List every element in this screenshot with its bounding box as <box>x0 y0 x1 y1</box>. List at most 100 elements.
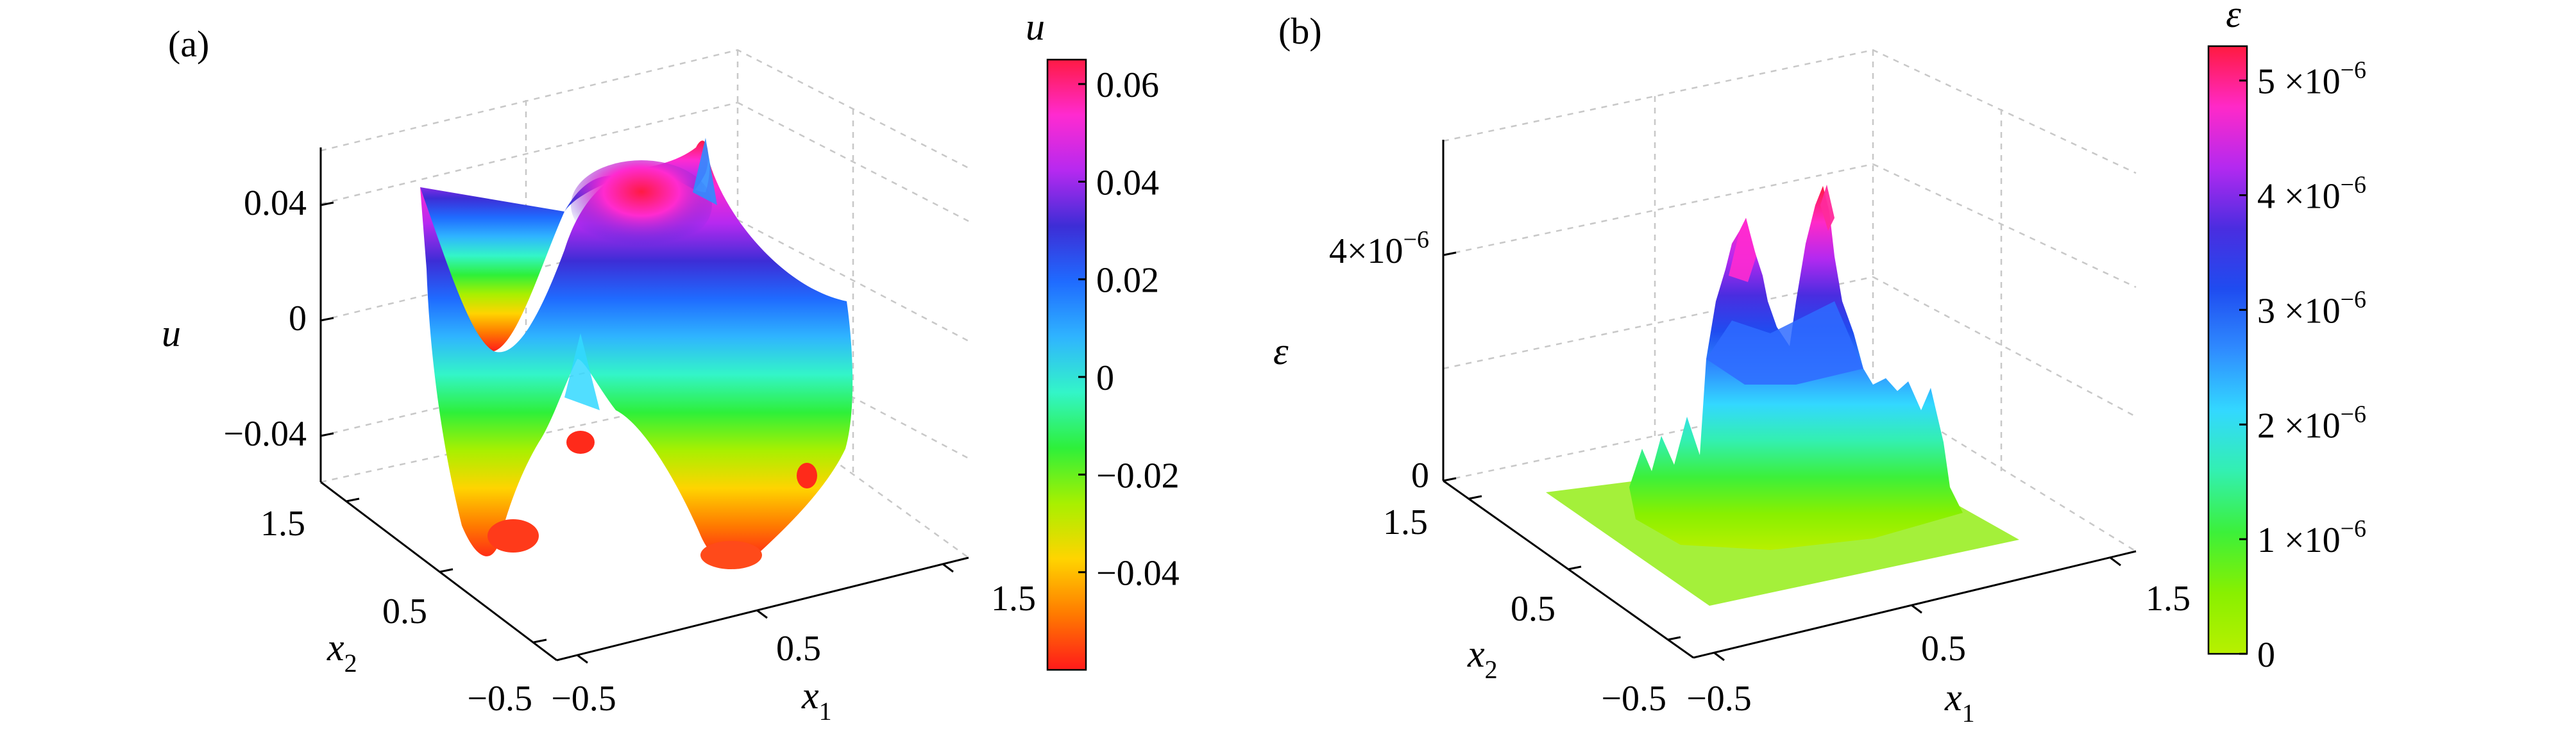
surface-a-corner-ridge <box>693 138 717 205</box>
x1-axis-b-sub: 1 <box>1962 699 1975 728</box>
z-tick-b-1-exp: −6 <box>1403 226 1429 253</box>
surface-a-peak <box>571 160 712 250</box>
colorbar-a-tick-label-1: 0.04 <box>1096 163 1159 203</box>
tick-a-x2-2 <box>439 568 453 573</box>
x1-axis-a-sub: 1 <box>819 697 832 726</box>
x1-tick-b-1: 0.5 <box>1921 629 1966 669</box>
tick-b-x1-3 <box>2110 556 2121 567</box>
z-tick-b-1-base: 4×10 <box>1329 231 1403 271</box>
x2-tick-a-1: 0.5 <box>382 592 427 631</box>
grid-b-floor-left <box>1443 388 1874 482</box>
x1-tick-a-0: −0.5 <box>551 679 616 719</box>
surface-b-shoulder <box>1706 301 1863 385</box>
colorbar-a-tick-label-4: −0.02 <box>1096 456 1180 495</box>
tick-b-x2-1 <box>1468 495 1482 500</box>
x2-axis-a-letter: x <box>326 626 344 669</box>
axis-a-x1 <box>556 556 969 662</box>
tick-a-x1-2 <box>756 609 768 619</box>
colorbar-b-tick-label-3: 2 ×10−6 <box>2257 401 2366 445</box>
surface-a-min-back-l <box>566 431 595 454</box>
panel-b-grid <box>1443 49 2137 553</box>
x2-axis-b-label: x2 <box>1467 633 1498 684</box>
colorbar-a-tick-label-5: −0.04 <box>1096 554 1180 594</box>
grid-a-hz-low-r <box>737 335 969 460</box>
tick-b-x1-2 <box>1911 604 1922 614</box>
z-tick-a-0: 0.04 <box>244 183 307 223</box>
tick-a-x2-1 <box>346 497 360 503</box>
colorbar-a-tick-label-3: 0 <box>1096 358 1114 398</box>
colorbar-b-ticks: 5 ×10−6 4 ×10−6 3 ×10−6 2 ×10−6 1 ×10−6 0 <box>2239 57 2366 675</box>
colorbar-b-tick-label-5: 0 <box>2257 635 2275 675</box>
x1-tick-b-2: 1.5 <box>2146 579 2190 619</box>
tick-a-z-3 <box>320 432 334 437</box>
x1-axis-a-letter: x <box>801 674 819 717</box>
tick-b-x2-3 <box>1667 636 1681 641</box>
z-tick-a-1: 0 <box>289 299 307 338</box>
colorbar-b-tick-label-2: 3 ×10−6 <box>2257 286 2366 331</box>
tick-b-x2-2 <box>1568 565 1582 570</box>
z-axis-a-label: u <box>162 312 181 354</box>
grid-a-hz-top-l <box>320 101 738 205</box>
grid-b-back-top <box>1443 49 2137 174</box>
grid-b-hz-top-r <box>1872 163 2137 288</box>
surface-b <box>1546 185 2019 606</box>
z-axis-b-label: ε <box>1273 330 1289 372</box>
x1-tick-a-2: 1.5 <box>991 579 1036 619</box>
z-tick-b-0: 0 <box>1411 456 1429 495</box>
tick-a-x1-3 <box>942 563 954 573</box>
surface-a-min-right <box>700 541 762 569</box>
colorbar-b-tick-label-1: 4 ×10−6 <box>2257 172 2366 217</box>
x2-tick-a-2: 1.5 <box>260 504 305 544</box>
x1-tick-a-1: 0.5 <box>776 629 821 669</box>
colorbar-a-tick-label-0: 0.06 <box>1096 65 1159 105</box>
panel-b-axes <box>1442 140 2137 662</box>
grid-b-hz-mid-l <box>1443 276 1874 370</box>
x1-axis-b-label: x1 <box>1944 676 1975 728</box>
colorbar-a-title: u <box>1026 6 1045 48</box>
x1-tick-b-0: −0.5 <box>1686 679 1752 719</box>
grid-a-hz-low-l <box>320 335 738 437</box>
grid-a-hz-mid-r <box>737 219 969 342</box>
colorbar-b-tick-label-4: 1 ×10−6 <box>2257 515 2366 560</box>
x2-tick-b-2: 1.5 <box>1383 503 1428 542</box>
colorbar-a: u 0.06 0.04 0.02 0 −0.02 −0.04 <box>1026 6 1180 671</box>
tick-b-z-2 <box>1443 477 1457 482</box>
x2-axis-a-label: x2 <box>326 626 357 678</box>
x1-axis-b-letter: x <box>1944 676 1962 719</box>
surface-b-peak-right <box>1820 185 1835 231</box>
tick-b-z-1 <box>1443 251 1457 256</box>
x2-axis-b-letter: x <box>1467 633 1485 675</box>
x2-axis-b-sub: 2 <box>1485 655 1498 684</box>
x2-tick-b-0: −0.5 <box>1601 679 1666 719</box>
colorbar-a-tick-label-2: 0.02 <box>1096 261 1159 301</box>
colorbar-b-title: ε <box>2226 0 2241 35</box>
tick-a-x1-1 <box>577 654 588 664</box>
colorbar-b-bar <box>2207 45 2248 655</box>
x2-axis-a-sub: 2 <box>344 649 357 678</box>
panel-a-label: (a) <box>168 23 209 65</box>
grid-a-hz-mid-l <box>320 219 738 322</box>
tick-a-z-1 <box>320 201 334 206</box>
surface-a-min-back-r <box>797 463 817 488</box>
surface-a-body <box>420 140 709 352</box>
grid-a-hz-top-r <box>737 101 969 222</box>
x2-tick-a-0: −0.5 <box>467 679 532 719</box>
axis-b-x1 <box>1693 550 2137 659</box>
z-tick-a-2: −0.04 <box>223 414 307 454</box>
surface-a-front-ridge <box>564 333 600 410</box>
colorbar-a-bar <box>1046 58 1087 671</box>
axis-a-x2 <box>320 481 557 662</box>
colorbar-b: ε 5 ×10−6 4 ×10−6 3 ×10−6 2 ×10−6 1 ×10−6 0 <box>2207 0 2366 675</box>
tick-a-x2-3 <box>533 638 547 644</box>
grid-b-hz-mid-r <box>1872 276 2137 418</box>
surface-b-peak-left <box>1729 218 1756 282</box>
surface-a <box>420 138 853 569</box>
panel-a: (a) <box>162 6 1180 726</box>
surface-a-min-left <box>487 519 539 553</box>
panel-b-label: (b) <box>1278 10 1322 52</box>
grid-b-hz-top-l <box>1443 163 1874 256</box>
panel-b: (b) <box>1273 0 2366 728</box>
panel-a-axes <box>319 147 969 664</box>
z-tick-b-1: 4×10−6 <box>1329 226 1429 271</box>
